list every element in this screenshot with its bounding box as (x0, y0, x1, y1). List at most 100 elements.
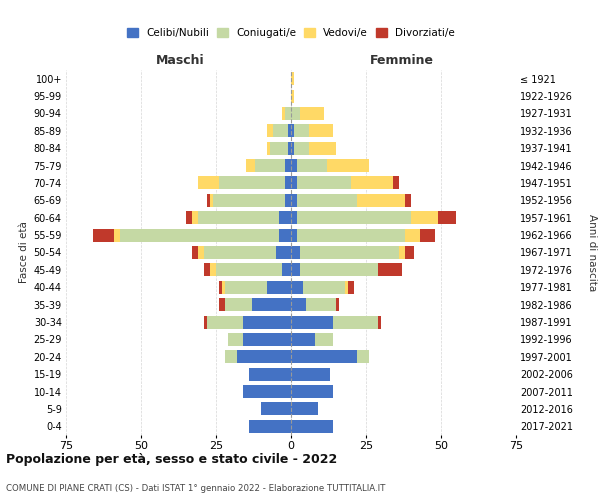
Bar (297, 228, 405, 241)
Bar (291, 107, 300, 120)
Bar (222, 280, 225, 294)
Bar (405, 194, 411, 207)
Bar (192, 246, 198, 259)
Bar (327, 159, 369, 172)
Bar (393, 176, 399, 190)
Bar (288, 142, 291, 154)
Bar (120, 228, 279, 241)
Bar (291, 420, 333, 433)
Bar (261, 402, 291, 415)
Bar (114, 228, 120, 241)
Bar (291, 333, 315, 346)
Bar (243, 316, 291, 328)
Bar (267, 124, 273, 138)
Bar (300, 264, 378, 276)
Bar (291, 159, 297, 172)
Legend: Celibi/Nubili, Coniugati/e, Vedovi/e, Divorziati/e: Celibi/Nubili, Coniugati/e, Vedovi/e, Di… (123, 24, 459, 42)
Bar (297, 159, 327, 172)
Bar (246, 159, 255, 172)
Bar (210, 194, 213, 207)
Bar (294, 142, 309, 154)
Bar (285, 176, 291, 190)
Bar (291, 316, 333, 328)
Bar (348, 280, 354, 294)
Bar (303, 280, 345, 294)
Bar (267, 280, 291, 294)
Bar (207, 194, 210, 207)
Bar (192, 211, 198, 224)
Text: Maschi: Maschi (155, 54, 205, 66)
Bar (438, 211, 456, 224)
Bar (297, 194, 357, 207)
Bar (282, 107, 285, 120)
Bar (291, 264, 300, 276)
Bar (198, 211, 279, 224)
Bar (225, 280, 267, 294)
Bar (309, 124, 333, 138)
Bar (294, 124, 309, 138)
Bar (405, 246, 414, 259)
Bar (219, 176, 285, 190)
Bar (411, 211, 438, 224)
Bar (291, 298, 306, 311)
Bar (273, 124, 288, 138)
Bar (213, 194, 285, 207)
Bar (351, 176, 393, 190)
Bar (291, 228, 297, 241)
Bar (291, 246, 300, 259)
Bar (198, 176, 219, 190)
Bar (210, 264, 216, 276)
Bar (399, 246, 405, 259)
Bar (279, 228, 291, 241)
Bar (288, 124, 291, 138)
Bar (216, 264, 282, 276)
Bar (291, 211, 297, 224)
Bar (249, 368, 291, 380)
Bar (297, 176, 351, 190)
Bar (225, 298, 252, 311)
Bar (228, 333, 243, 346)
Bar (336, 298, 339, 311)
Bar (186, 211, 192, 224)
Bar (291, 280, 303, 294)
Y-axis label: Anni di nascita: Anni di nascita (587, 214, 597, 291)
Y-axis label: Fasce di età: Fasce di età (19, 222, 29, 284)
Bar (198, 246, 204, 259)
Bar (300, 107, 324, 120)
Bar (255, 159, 285, 172)
Bar (291, 402, 318, 415)
Bar (357, 194, 405, 207)
Bar (378, 316, 381, 328)
Bar (204, 246, 276, 259)
Bar (291, 90, 294, 102)
Bar (204, 264, 210, 276)
Bar (291, 72, 294, 85)
Bar (291, 194, 297, 207)
Bar (285, 194, 291, 207)
Bar (291, 176, 297, 190)
Bar (225, 350, 237, 364)
Bar (315, 333, 333, 346)
Bar (291, 385, 333, 398)
Bar (279, 211, 291, 224)
Bar (93, 228, 114, 241)
Bar (345, 280, 348, 294)
Bar (405, 228, 420, 241)
Bar (282, 264, 291, 276)
Bar (309, 142, 336, 154)
Bar (291, 142, 294, 154)
Bar (291, 124, 294, 138)
Bar (357, 350, 369, 364)
Bar (300, 246, 399, 259)
Bar (237, 350, 291, 364)
Bar (291, 350, 357, 364)
Bar (207, 316, 243, 328)
Bar (270, 142, 288, 154)
Bar (333, 316, 378, 328)
Text: Popolazione per età, sesso e stato civile - 2022: Popolazione per età, sesso e stato civil… (6, 452, 337, 466)
Bar (204, 316, 207, 328)
Bar (243, 333, 291, 346)
Bar (276, 246, 291, 259)
Bar (219, 280, 222, 294)
Text: Femmine: Femmine (370, 54, 434, 66)
